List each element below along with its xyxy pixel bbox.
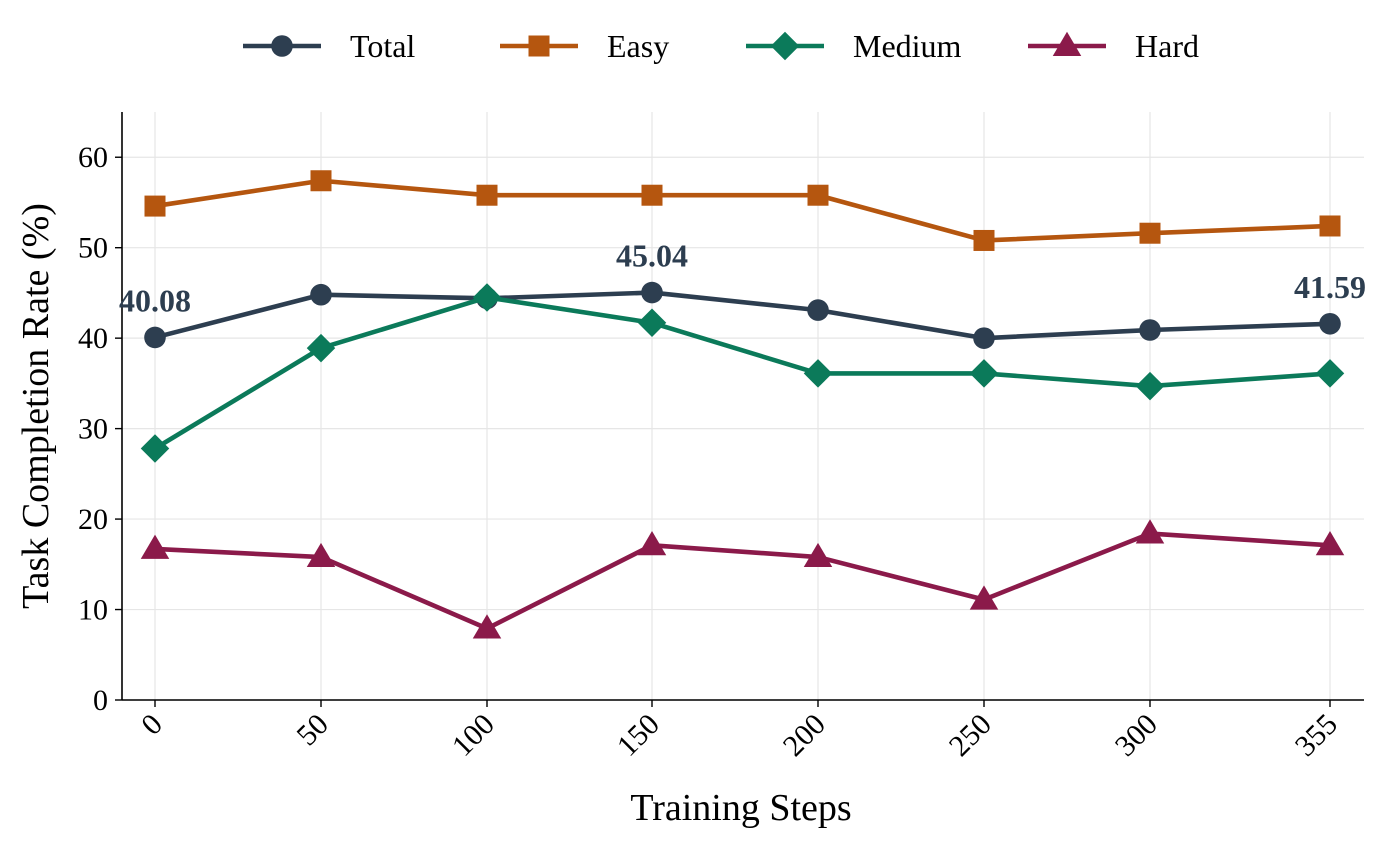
point-marker xyxy=(472,283,502,312)
y-tick-label: 0 xyxy=(93,684,108,717)
point-marker xyxy=(637,531,667,556)
legend-label: Medium xyxy=(853,28,962,64)
y-ticks: 0 10 20 30 40 50 60 xyxy=(78,141,122,717)
y-tick-label: 40 xyxy=(78,322,108,355)
point-marker xyxy=(969,585,999,610)
series-easy xyxy=(144,170,1341,251)
point-marker xyxy=(1319,312,1341,335)
x-tick-label: 300 xyxy=(1109,708,1164,763)
point-marker xyxy=(140,534,170,559)
point-marker xyxy=(306,542,336,568)
point-marker xyxy=(144,326,166,349)
point-marker xyxy=(973,229,995,251)
point-marker xyxy=(140,434,170,463)
axes xyxy=(121,112,1364,701)
x-tick-label: 100 xyxy=(446,708,501,763)
point-marker xyxy=(310,170,332,192)
point-marker xyxy=(476,184,498,206)
point-marker xyxy=(807,299,829,321)
series-line xyxy=(153,295,1331,451)
legend: Total Easy Medium Hard xyxy=(243,28,1199,64)
y-tick-label: 10 xyxy=(78,594,108,627)
legend-item-medium: Medium xyxy=(746,28,962,64)
point-marker xyxy=(641,281,663,304)
series-line xyxy=(154,531,1331,631)
x-tick-label: 355 xyxy=(1289,708,1344,763)
data-label: 40.08 xyxy=(119,282,191,318)
point-marker xyxy=(1319,215,1341,237)
x-tick-label: 250 xyxy=(943,708,998,763)
x-tick-label: 50 xyxy=(290,708,335,753)
point-marker xyxy=(803,542,833,568)
legend-item-easy: Easy xyxy=(500,28,669,64)
data-label: 41.59 xyxy=(1294,269,1366,305)
y-tick-label: 30 xyxy=(78,413,108,446)
legend-item-hard: Hard xyxy=(1028,28,1199,64)
point-marker xyxy=(803,359,833,388)
point-marker xyxy=(770,31,800,61)
legend-label: Hard xyxy=(1135,28,1199,64)
series-hard xyxy=(140,519,1345,639)
point-marker xyxy=(1315,359,1345,388)
point-marker xyxy=(1139,319,1161,341)
annotations: 40.08 45.04 41.59 xyxy=(119,238,1366,319)
point-marker xyxy=(969,359,999,388)
x-tick-label: 0 xyxy=(135,708,169,742)
point-marker xyxy=(528,35,550,57)
point-marker xyxy=(144,195,166,217)
point-marker xyxy=(973,327,995,349)
y-tick-label: 50 xyxy=(78,232,108,265)
legend-item-total: Total xyxy=(243,28,415,64)
series-medium xyxy=(140,283,1345,463)
point-marker xyxy=(637,308,667,338)
point-marker xyxy=(1139,222,1161,244)
x-tick-label: 150 xyxy=(611,708,666,763)
point-marker xyxy=(807,184,829,206)
legend-label: Easy xyxy=(607,28,669,64)
x-tick-label: 200 xyxy=(777,708,832,763)
series xyxy=(140,170,1345,639)
point-marker xyxy=(271,35,293,57)
point-marker xyxy=(1315,531,1345,556)
point-marker xyxy=(1135,371,1165,401)
legend-label: Total xyxy=(350,28,415,64)
y-tick-label: 20 xyxy=(78,503,108,536)
point-marker xyxy=(1135,519,1165,544)
series-line xyxy=(154,290,1331,341)
grid-lines xyxy=(122,112,1364,701)
y-axis-label: Task Completion Rate (%) xyxy=(15,203,57,609)
point-marker xyxy=(472,614,502,639)
series-line xyxy=(154,178,1331,243)
x-ticks: 0 50 100 150 200 250 300 355 xyxy=(135,700,1344,763)
x-axis-label: Training Steps xyxy=(630,787,851,829)
y-tick-label: 60 xyxy=(78,141,108,174)
point-marker xyxy=(306,333,336,363)
data-label: 45.04 xyxy=(616,238,688,274)
point-marker xyxy=(1052,31,1082,56)
point-marker xyxy=(310,283,332,306)
point-marker xyxy=(641,184,663,206)
